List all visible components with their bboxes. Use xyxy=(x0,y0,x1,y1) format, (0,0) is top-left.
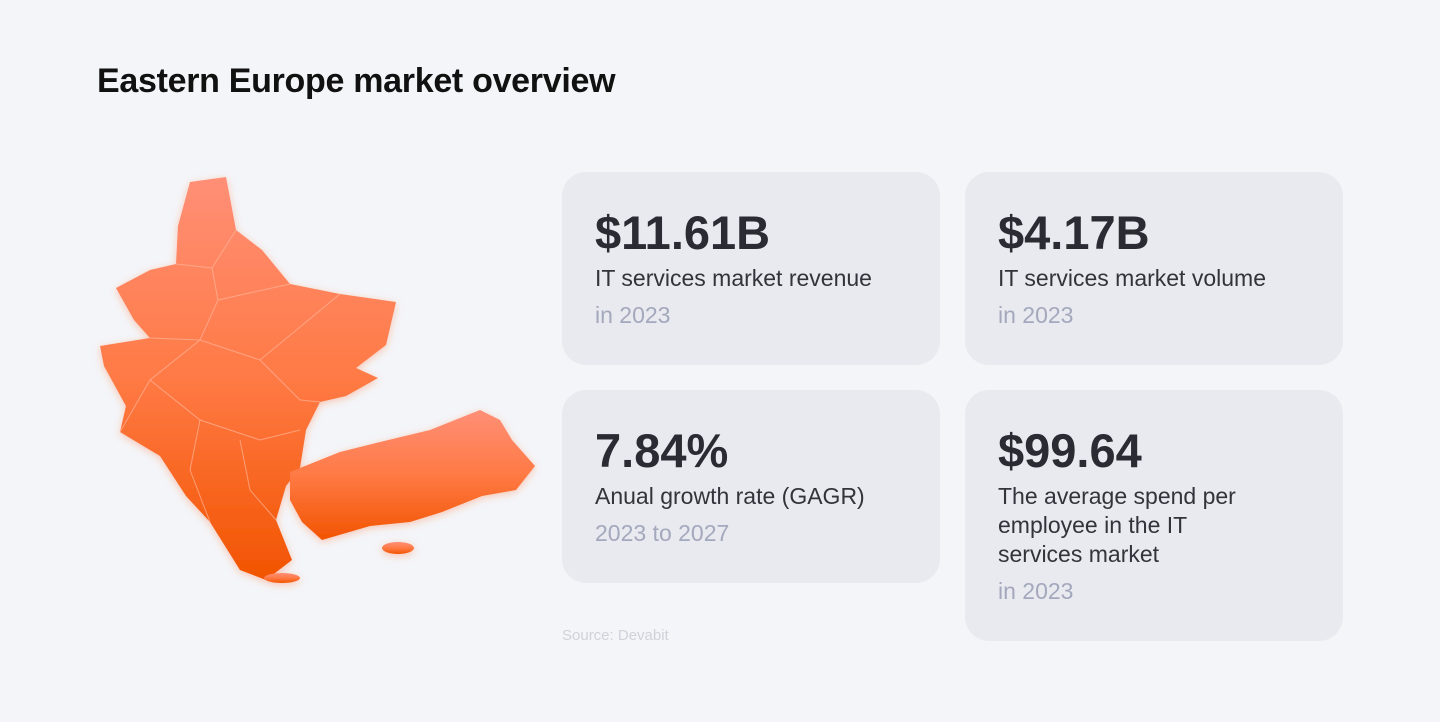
island xyxy=(264,573,300,583)
stat-period: 2023 to 2027 xyxy=(595,520,730,546)
stat-value: $99.64 xyxy=(998,424,1142,477)
stat-card: $4.17B IT services market volume in 2023 xyxy=(965,172,1343,365)
source-note: Source: Devabit xyxy=(562,627,669,644)
stat-value: $11.61B xyxy=(595,206,771,259)
map-shapes xyxy=(100,177,535,583)
map xyxy=(100,177,535,583)
stat-period: in 2023 xyxy=(998,302,1074,328)
mainland xyxy=(100,177,396,580)
stat-label: IT services market revenue xyxy=(595,265,872,291)
stat-label: IT services market volume xyxy=(998,265,1266,291)
stat-label: The average spend per employee in the IT… xyxy=(998,483,1236,567)
stat-period: in 2023 xyxy=(998,578,1074,604)
stat-card: 7.84% Anual growth rate (GAGR) 2023 to 2… xyxy=(562,390,940,583)
island xyxy=(382,542,414,554)
stat-label: Anual growth rate (GAGR) xyxy=(595,483,865,509)
borders xyxy=(119,229,341,523)
stat-value: $4.17B xyxy=(998,206,1150,259)
stat-period: in 2023 xyxy=(595,302,671,328)
stat-card: $11.61B IT services market revenue in 20… xyxy=(562,172,940,365)
stat-value: 7.84% xyxy=(595,424,729,477)
stat-card: $99.64 The average spend per employee in… xyxy=(965,390,1343,641)
turkey xyxy=(290,410,535,540)
page-title: Eastern Europe market overview xyxy=(97,62,616,100)
